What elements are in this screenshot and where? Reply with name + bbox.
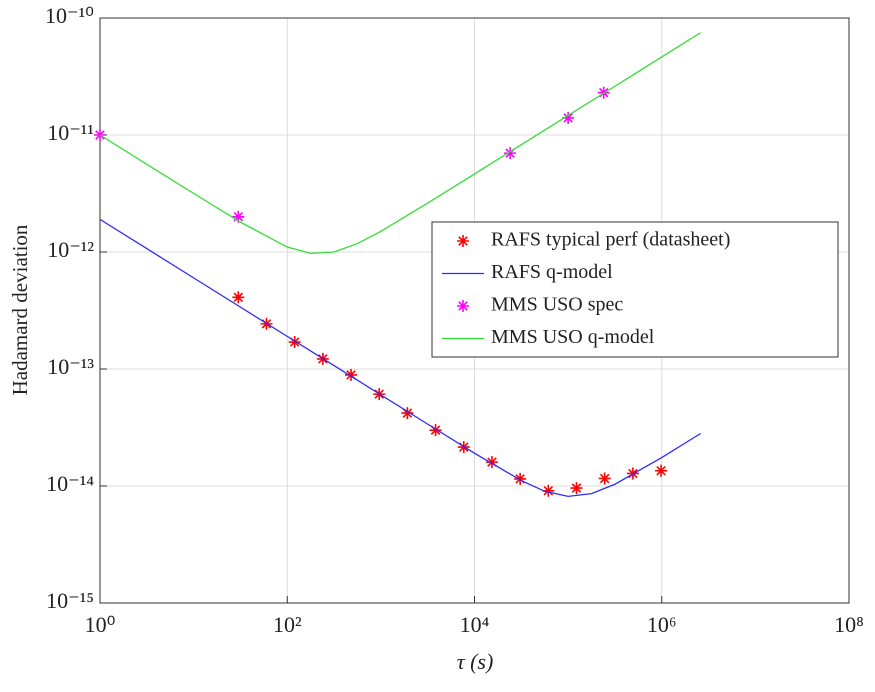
data-point	[542, 484, 555, 497]
data-point	[232, 210, 245, 223]
data-point	[504, 147, 517, 160]
x-tick-label: 10⁴	[460, 612, 490, 637]
y-tick-label: 10⁻¹²	[47, 237, 94, 262]
x-tick-label: 10⁶	[647, 612, 677, 637]
data-point	[514, 472, 527, 485]
x-tick-label: 10²	[273, 612, 302, 637]
legend-label: MMS USO q-model	[491, 326, 655, 348]
y-axis-label: Hadamard deviation	[8, 224, 32, 395]
model-line	[99, 218, 701, 498]
model-line	[99, 32, 701, 255]
data-point	[562, 111, 575, 124]
legend-label: RAFS typical perf (datasheet)	[491, 229, 730, 251]
legend-box	[431, 221, 839, 358]
legend-swatch	[457, 300, 469, 312]
legend-label: MMS USO spec	[491, 294, 623, 316]
data-point	[570, 482, 583, 495]
data-point	[655, 464, 668, 477]
y-tick-label: 10⁻¹¹	[47, 120, 94, 145]
y-tick-label: 10⁻¹⁰	[45, 3, 94, 28]
data-point	[401, 407, 414, 420]
legend: RAFS typical perf (datasheet) RAFS q-mode…	[431, 221, 839, 358]
x-tick-label: 10⁰	[85, 612, 116, 637]
plot-frame	[99, 17, 850, 604]
x-tick-label: 10⁸	[834, 612, 864, 637]
y-tick-label: 10⁻¹³	[47, 354, 94, 379]
y-tick-label: 10⁻¹⁵	[46, 588, 94, 613]
data-point	[232, 291, 245, 304]
legend-label: RAFS q-model	[491, 261, 613, 283]
y-tick-label: 10⁻¹⁴	[46, 471, 94, 496]
data-point	[598, 472, 611, 485]
data-point	[429, 424, 442, 437]
data-point	[485, 456, 498, 469]
data-point	[345, 368, 358, 381]
data-point	[288, 336, 301, 349]
legend-swatch	[457, 235, 469, 247]
x-axis-label: τ (s)	[457, 649, 494, 674]
